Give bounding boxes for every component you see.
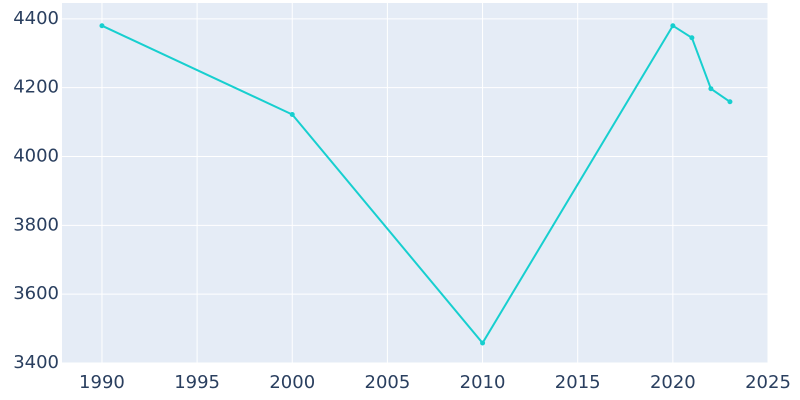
x-tick-label: 2005 bbox=[365, 372, 411, 393]
x-tick-label: 2010 bbox=[460, 372, 506, 393]
x-tick-label: 1995 bbox=[174, 372, 220, 393]
point bbox=[289, 112, 295, 118]
y-tick-label: 4200 bbox=[13, 77, 59, 98]
point bbox=[689, 35, 695, 41]
y-tick-label: 3400 bbox=[13, 352, 59, 373]
y-tick-label: 4000 bbox=[13, 145, 59, 166]
point bbox=[480, 340, 486, 346]
y-tick-label: 4400 bbox=[13, 8, 59, 29]
x-tick-label: 1990 bbox=[79, 372, 125, 393]
point bbox=[708, 86, 714, 92]
y-tick-label: 3800 bbox=[13, 214, 59, 235]
point bbox=[727, 99, 733, 105]
x-tick-label: 2025 bbox=[745, 372, 791, 393]
point bbox=[99, 23, 105, 29]
point bbox=[670, 23, 676, 29]
x-tick-label: 2015 bbox=[555, 372, 601, 393]
x-tick-label: 2020 bbox=[650, 372, 696, 393]
x-tick-label: 2000 bbox=[269, 372, 315, 393]
y-tick-label: 3600 bbox=[13, 283, 59, 304]
